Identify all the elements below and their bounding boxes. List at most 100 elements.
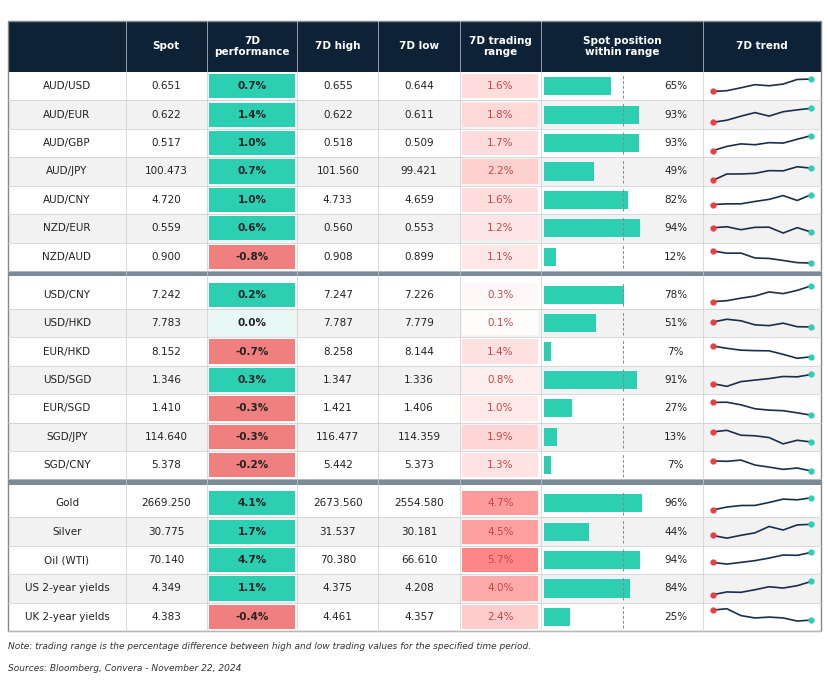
Text: 94%: 94% [663,555,686,565]
Text: 2.4%: 2.4% [486,612,513,622]
Text: Gold: Gold [55,498,79,508]
FancyBboxPatch shape [209,605,294,629]
Text: -0.4%: -0.4% [235,612,268,622]
FancyBboxPatch shape [543,285,623,304]
FancyBboxPatch shape [461,340,537,364]
FancyBboxPatch shape [461,245,537,269]
FancyBboxPatch shape [8,394,820,423]
Text: 0.7%: 0.7% [237,167,267,176]
Text: 1.1%: 1.1% [238,584,266,593]
Text: 7.242: 7.242 [152,289,181,300]
Text: 1.0%: 1.0% [238,138,266,148]
FancyBboxPatch shape [461,131,537,155]
FancyBboxPatch shape [209,576,294,601]
Text: UK 2-year yields: UK 2-year yields [25,612,109,622]
Text: 44%: 44% [663,527,686,536]
FancyBboxPatch shape [543,580,629,598]
Text: -0.7%: -0.7% [235,346,268,357]
Text: 51%: 51% [663,318,686,328]
Text: Sources: Bloomberg, Convera - November 22, 2024: Sources: Bloomberg, Convera - November 2… [8,664,242,673]
Text: 0.517: 0.517 [152,138,181,148]
Text: 7D high: 7D high [315,41,360,51]
Text: USD/HKD: USD/HKD [43,318,91,328]
Text: 84%: 84% [663,584,686,593]
Text: 7.226: 7.226 [403,289,433,300]
FancyBboxPatch shape [543,134,638,152]
Text: 4.383: 4.383 [152,612,181,622]
Text: 70.380: 70.380 [320,555,355,565]
Text: 7D trend: 7D trend [735,41,787,51]
Text: 7%: 7% [667,460,683,470]
Text: 1.406: 1.406 [404,403,433,414]
Text: -0.3%: -0.3% [235,431,268,442]
Text: 2673.560: 2673.560 [313,498,362,508]
FancyBboxPatch shape [8,480,820,485]
Text: 4.5%: 4.5% [486,527,513,536]
FancyBboxPatch shape [8,72,820,100]
Text: 0.6%: 0.6% [238,224,266,233]
Text: AUD/USD: AUD/USD [43,81,91,91]
Text: 1.7%: 1.7% [486,138,513,148]
Text: USD/SGD: USD/SGD [43,375,91,385]
Text: 0.509: 0.509 [404,138,433,148]
Text: 7.779: 7.779 [403,318,433,328]
FancyBboxPatch shape [8,517,820,546]
FancyBboxPatch shape [8,309,820,338]
FancyBboxPatch shape [209,453,294,477]
Text: 99.421: 99.421 [400,167,436,176]
Text: SGD/CNY: SGD/CNY [43,460,91,470]
Text: 0.559: 0.559 [152,224,181,233]
Text: 30.775: 30.775 [148,527,184,536]
FancyBboxPatch shape [461,102,537,127]
FancyBboxPatch shape [8,214,820,243]
FancyBboxPatch shape [461,576,537,601]
FancyBboxPatch shape [543,248,556,265]
Text: Spot: Spot [152,41,180,51]
Text: 7.787: 7.787 [322,318,352,328]
FancyBboxPatch shape [8,281,820,309]
Text: 1.9%: 1.9% [486,431,513,442]
Text: 0.655: 0.655 [323,81,352,91]
Text: 5.7%: 5.7% [486,555,513,565]
Text: 1.3%: 1.3% [486,460,513,470]
Text: 1.410: 1.410 [152,403,181,414]
FancyBboxPatch shape [209,340,294,364]
Text: 100.473: 100.473 [145,167,187,176]
FancyBboxPatch shape [543,314,595,332]
Text: 101.560: 101.560 [316,167,359,176]
Text: US 2-year yields: US 2-year yields [25,584,109,593]
FancyBboxPatch shape [461,605,537,629]
FancyBboxPatch shape [209,216,294,241]
FancyBboxPatch shape [209,159,294,184]
FancyBboxPatch shape [461,548,537,572]
Text: 12%: 12% [663,252,686,262]
Text: USD/CNY: USD/CNY [43,289,90,300]
FancyBboxPatch shape [8,451,820,480]
Text: -0.8%: -0.8% [235,252,268,262]
Text: 4.375: 4.375 [322,584,352,593]
FancyBboxPatch shape [461,216,537,241]
Text: 4.357: 4.357 [403,612,433,622]
Text: 82%: 82% [663,195,686,205]
Text: 0.3%: 0.3% [238,375,266,385]
Text: 4.7%: 4.7% [237,555,267,565]
Text: 1.0%: 1.0% [238,195,266,205]
FancyBboxPatch shape [543,106,638,123]
FancyBboxPatch shape [461,491,537,515]
Text: Silver: Silver [52,527,82,536]
FancyBboxPatch shape [461,453,537,477]
FancyBboxPatch shape [209,131,294,155]
Text: 0.622: 0.622 [152,110,181,119]
FancyBboxPatch shape [209,491,294,515]
Text: 0.560: 0.560 [323,224,352,233]
FancyBboxPatch shape [543,342,551,361]
Text: 96%: 96% [663,498,686,508]
Text: 94%: 94% [663,224,686,233]
Text: 2669.250: 2669.250 [142,498,190,508]
FancyBboxPatch shape [543,523,589,541]
Text: 4.349: 4.349 [152,584,181,593]
Text: 0.644: 0.644 [404,81,433,91]
FancyBboxPatch shape [8,100,820,129]
Text: 4.208: 4.208 [404,584,433,593]
FancyBboxPatch shape [8,546,820,574]
